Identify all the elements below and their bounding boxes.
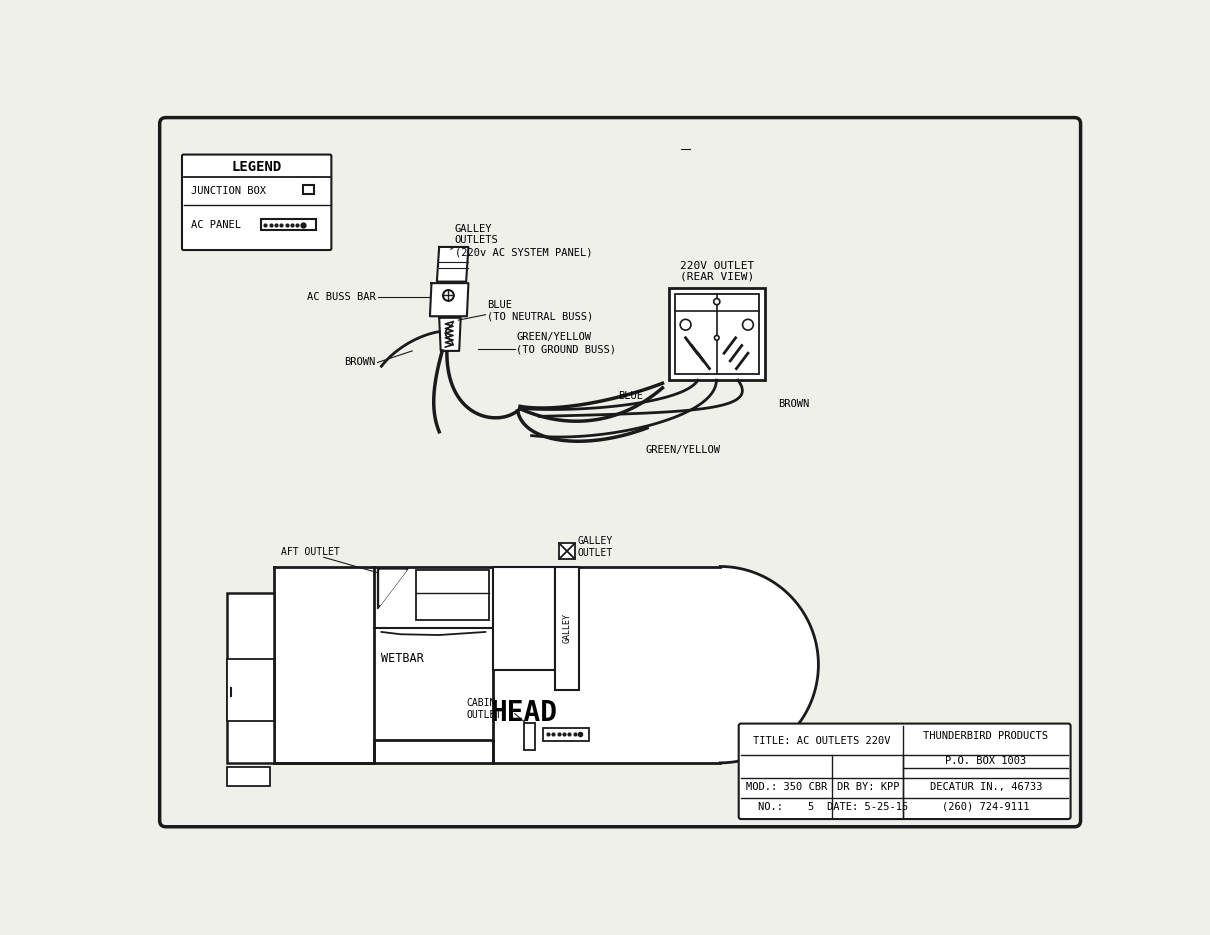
- Text: (REAR VIEW): (REAR VIEW): [680, 271, 754, 281]
- Text: GREEN/YELLOW: GREEN/YELLOW: [646, 445, 720, 454]
- Bar: [260, 219, 316, 230]
- Circle shape: [714, 298, 720, 305]
- FancyBboxPatch shape: [738, 724, 1071, 819]
- Polygon shape: [380, 570, 407, 605]
- Bar: [227, 594, 273, 763]
- Polygon shape: [439, 318, 461, 351]
- Text: TITLE: AC OUTLETS 220V: TITLE: AC OUTLETS 220V: [753, 736, 891, 745]
- Bar: [492, 567, 554, 670]
- Text: BROWN: BROWN: [778, 398, 809, 409]
- Polygon shape: [437, 247, 468, 281]
- Polygon shape: [273, 567, 818, 763]
- Polygon shape: [378, 568, 408, 609]
- Text: BROWN: BROWN: [344, 357, 375, 367]
- Bar: [543, 728, 589, 741]
- Text: HEAD: HEAD: [490, 698, 558, 726]
- Text: GREEN/YELLOW
(TO GROUND BUSS): GREEN/YELLOW (TO GROUND BUSS): [517, 333, 616, 354]
- Text: WETBAR: WETBAR: [381, 653, 425, 666]
- Text: JUNCTION BOX: JUNCTION BOX: [191, 186, 266, 195]
- Text: NO.:    5: NO.: 5: [759, 801, 814, 812]
- Text: AC PANEL: AC PANEL: [191, 221, 241, 230]
- Circle shape: [443, 290, 454, 301]
- Text: BLUE
(TO NEUTRAL BUSS): BLUE (TO NEUTRAL BUSS): [486, 300, 593, 322]
- Text: DECATUR IN., 46733: DECATUR IN., 46733: [929, 783, 1042, 793]
- Bar: [675, 294, 759, 374]
- Text: LEGEND: LEGEND: [231, 160, 282, 174]
- Text: GALLEY
OUTLETS
(220v AC SYSTEM PANEL): GALLEY OUTLETS (220v AC SYSTEM PANEL): [455, 223, 592, 257]
- Text: DR BY: KPP: DR BY: KPP: [837, 783, 899, 793]
- Text: 220V OUTLET: 220V OUTLET: [680, 261, 754, 271]
- Circle shape: [680, 320, 691, 330]
- FancyBboxPatch shape: [160, 118, 1081, 827]
- Bar: [227, 659, 273, 721]
- Text: AFT OUTLET: AFT OUTLET: [281, 547, 340, 557]
- Bar: [501, 570, 574, 621]
- Text: P.O. BOX 1003: P.O. BOX 1003: [945, 756, 1026, 767]
- Circle shape: [714, 336, 719, 340]
- Text: THUNDERBIRD PRODUCTS: THUNDERBIRD PRODUCTS: [923, 731, 1048, 741]
- Text: CABIN
OUTLET: CABIN OUTLET: [466, 698, 501, 720]
- Text: DATE: 5-25-15: DATE: 5-25-15: [828, 801, 909, 812]
- Text: GALLEY: GALLEY: [563, 613, 571, 643]
- Text: BLUE: BLUE: [618, 391, 644, 401]
- FancyBboxPatch shape: [182, 154, 332, 250]
- Circle shape: [743, 320, 754, 330]
- Bar: [669, 288, 765, 381]
- Text: MOD.: 350 CBR: MOD.: 350 CBR: [745, 783, 828, 793]
- Bar: [227, 767, 270, 786]
- Bar: [302, 184, 313, 194]
- Text: AC BUSS BAR: AC BUSS BAR: [306, 292, 375, 302]
- Bar: [559, 543, 575, 559]
- Bar: [524, 723, 535, 750]
- Bar: [554, 567, 580, 690]
- Text: GALLEY
OUTLET: GALLEY OUTLET: [578, 537, 613, 558]
- Text: (260) 724-9111: (260) 724-9111: [943, 801, 1030, 812]
- Polygon shape: [430, 283, 468, 316]
- Bar: [416, 570, 489, 621]
